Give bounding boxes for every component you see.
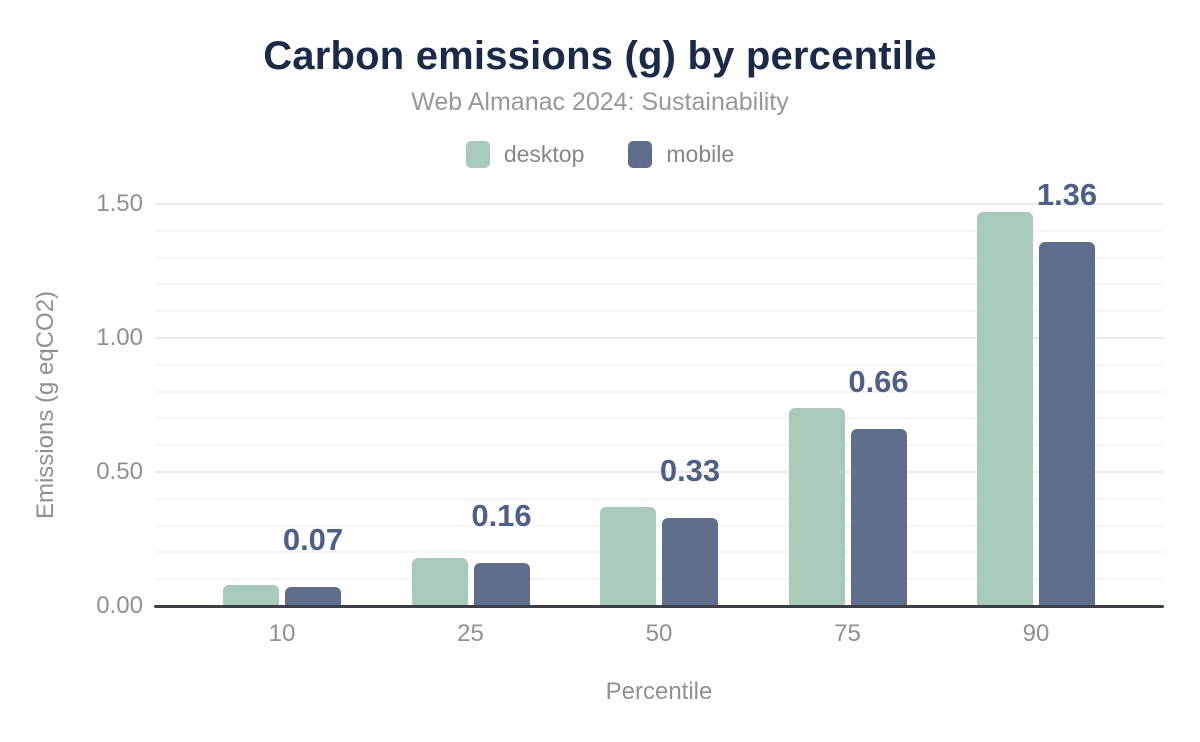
bar-mobile-p75 [850,429,907,606]
legend-swatch-mobile [628,141,653,168]
x-tick-label-p50: 50 [645,620,673,647]
bar-desktop-p90 [977,212,1033,606]
gridline-major [155,203,1163,205]
legend-label-mobile: mobile [666,141,735,167]
gridline-minor [155,444,1163,447]
legend-item-mobile: mobile [628,141,734,168]
bar-desktop-p50 [600,506,656,606]
gridline-minor [155,283,1163,286]
x-tick-label-p75: 75 [834,620,861,647]
gridline-minor [155,551,1163,554]
gridline-minor [155,256,1163,259]
bar-desktop-p25 [411,557,468,606]
gridline-minor [155,390,1163,393]
gridline-minor [155,497,1163,500]
gridline-major [155,337,1163,339]
bar-desktop-p75 [788,407,845,606]
gridline-major [155,471,1163,473]
bar-value-label-p25: 0.16 [471,498,532,534]
gridline-minor [155,417,1163,420]
bar-value-label-p90: 1.36 [1036,176,1098,212]
bar-mobile-p50 [662,517,718,606]
bar-value-label-p75: 0.66 [848,364,909,400]
bar-value-label-p10: 0.07 [282,522,344,558]
gridline-minor [155,310,1163,313]
legend-item-desktop: desktop [465,141,585,168]
legend-swatch-desktop [465,141,490,168]
gridline-minor [155,363,1163,366]
bar-mobile-p10 [285,587,341,606]
x-tick-label-p10: 10 [268,620,296,647]
gridline-minor [155,524,1163,527]
bar-desktop-p10 [223,584,279,606]
x-tick-label-p25: 25 [457,620,484,647]
legend-label-desktop: desktop [503,141,585,167]
x-axis-line [154,605,1164,608]
bar-mobile-p90 [1039,241,1095,606]
y-tick-label: 0.50 [96,458,143,485]
x-tick-label-p90: 90 [1022,620,1050,647]
chart-subtitle: Web Almanac 2024: Sustainability [411,88,789,116]
bar-mobile-p25 [473,563,530,606]
gridline-minor [155,578,1163,581]
y-tick-label: 1.00 [96,324,143,351]
y-tick-label: 1.50 [96,190,143,217]
bar-value-label-p50: 0.33 [659,452,721,488]
gridline-minor [155,229,1163,232]
chart-legend: desktop mobile [0,141,1200,168]
chart-title: Carbon emissions (g) by percentile [263,34,937,78]
y-tick-label: 0.00 [96,592,143,619]
x-axis-title: Percentile [605,678,713,705]
